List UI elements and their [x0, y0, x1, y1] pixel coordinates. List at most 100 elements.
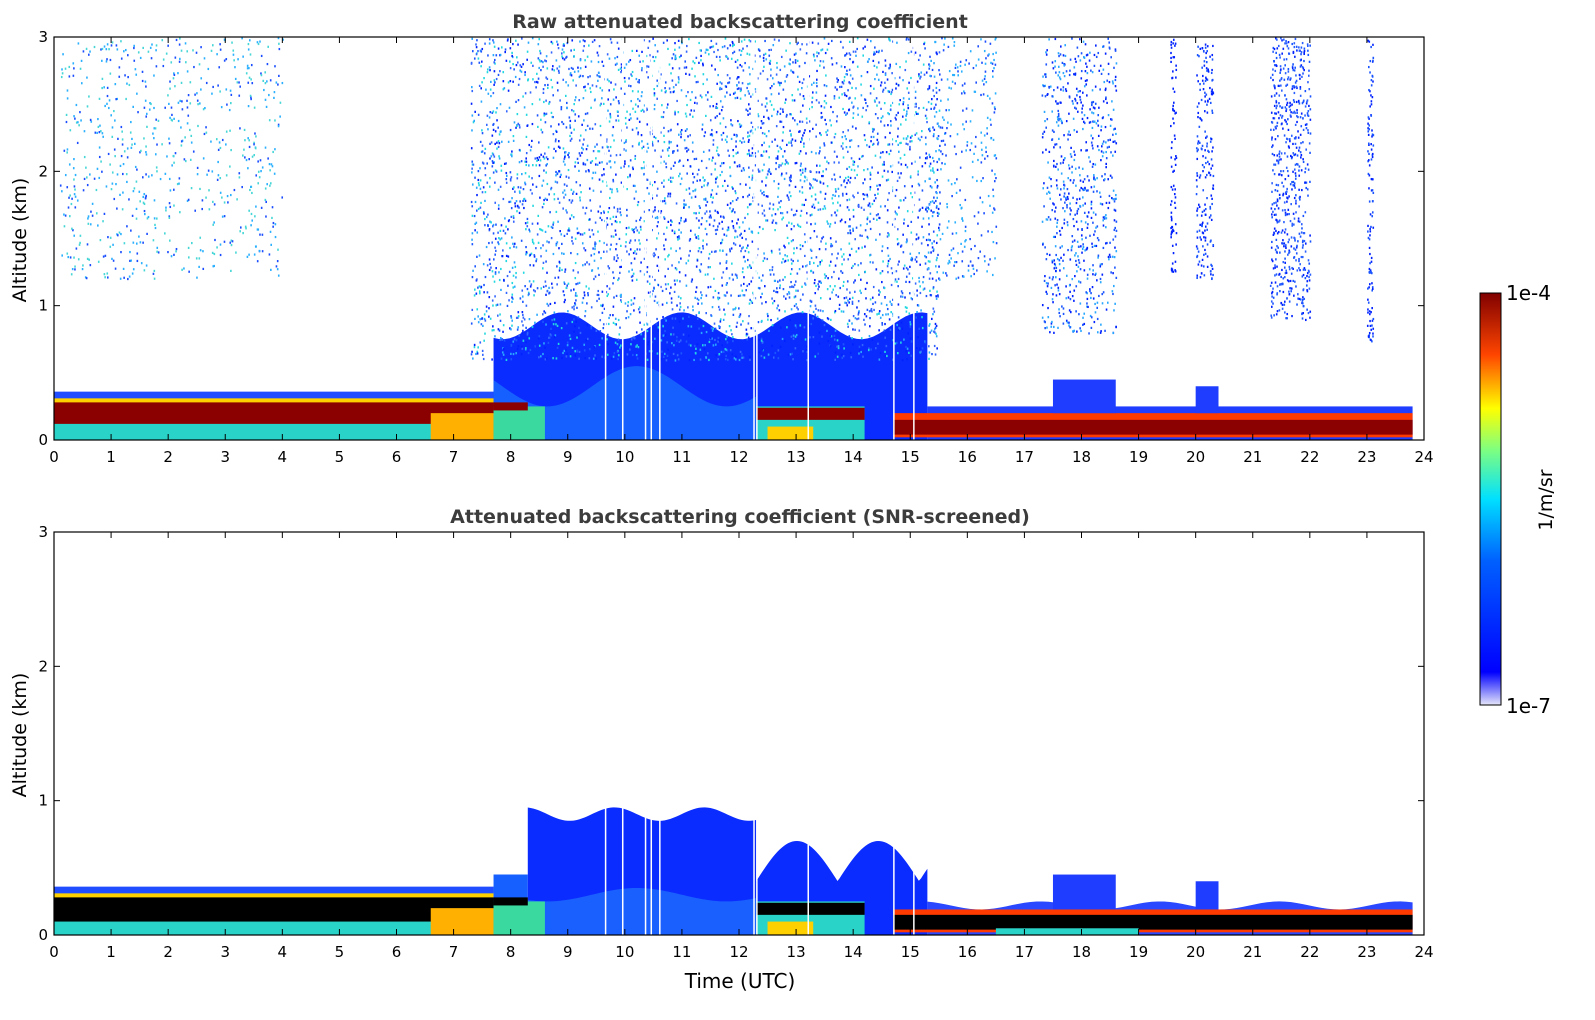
- noise-pixel: [779, 112, 782, 116]
- noise-pixel: [547, 225, 550, 228]
- noise-pixel: [617, 277, 620, 280]
- noise-pixel: [701, 128, 704, 131]
- noise-pixel: [936, 347, 938, 350]
- noise-pixel: [803, 145, 805, 148]
- noise-pixel: [857, 113, 859, 116]
- noise-pixel: [180, 49, 183, 52]
- noise-pixel: [833, 136, 836, 139]
- noise-pixel: [523, 106, 526, 109]
- noise-pixel: [793, 252, 795, 255]
- noise-pixel: [848, 253, 851, 256]
- noise-pixel: [910, 256, 913, 260]
- noise-pixel: [799, 179, 802, 182]
- noise-pixel: [790, 174, 792, 177]
- noise-pixel: [109, 72, 112, 75]
- noise-pixel: [768, 117, 770, 121]
- noise-pixel: [806, 264, 809, 267]
- noise-pixel: [922, 63, 925, 66]
- noise-pixel: [543, 310, 546, 313]
- noise-pixel: [883, 163, 885, 166]
- noise-pixel: [576, 294, 578, 297]
- noise-pixel: [498, 142, 501, 145]
- noise-pixel: [631, 268, 633, 271]
- noise-pixel: [130, 146, 133, 149]
- noise-pixel: [133, 187, 136, 190]
- noise-pixel: [654, 337, 656, 340]
- noise-pixel: [135, 242, 138, 245]
- noise-pixel: [734, 229, 736, 232]
- noise-pixel: [830, 124, 833, 127]
- noise-pixel: [169, 205, 172, 209]
- noise-pixel: [573, 48, 576, 51]
- noise-pixel: [842, 156, 845, 159]
- noise-pixel: [528, 292, 530, 296]
- noise-pixel: [876, 104, 878, 107]
- noise-pixel: [570, 49, 572, 52]
- noise-pixel: [481, 161, 484, 164]
- noise-pixel: [517, 83, 520, 86]
- noise-pixel: [667, 195, 669, 198]
- noise-pixel: [803, 131, 805, 135]
- noise-pixel: [554, 180, 557, 183]
- noise-pixel: [702, 64, 704, 67]
- noise-pixel: [915, 238, 918, 241]
- noise-pixel: [509, 178, 512, 181]
- noise-pixel: [937, 226, 940, 229]
- noise-pixel: [597, 230, 599, 233]
- noise-pixel: [925, 206, 928, 209]
- noise-pixel: [76, 141, 79, 145]
- noise-pixel: [277, 125, 280, 128]
- noise-pixel: [907, 91, 910, 94]
- noise-pixel: [101, 170, 103, 173]
- noise-pixel: [507, 81, 510, 84]
- noise-pixel: [131, 214, 134, 217]
- noise-pixel: [897, 161, 900, 164]
- noise-pixel: [596, 74, 599, 77]
- noise-pixel: [905, 280, 907, 283]
- noise-pixel: [846, 69, 848, 72]
- noise-pixel: [907, 268, 909, 271]
- noise-pixel: [641, 167, 643, 170]
- noise-pixel: [514, 190, 516, 193]
- noise-pixel: [696, 297, 699, 300]
- noise-pixel: [712, 296, 715, 299]
- noise-pixel: [917, 182, 920, 185]
- noise-pixel: [571, 39, 574, 42]
- noise-pixel: [592, 357, 595, 360]
- noise-pixel: [769, 74, 772, 77]
- noise-pixel: [847, 175, 850, 179]
- noise-pixel: [933, 62, 935, 65]
- noise-pixel: [559, 146, 561, 149]
- noise-pixel: [87, 215, 90, 218]
- noise-pixel: [699, 270, 702, 273]
- noise-pixel: [565, 355, 568, 358]
- noise-pixel: [677, 111, 680, 114]
- noise-pixel: [531, 37, 534, 40]
- noise-pixel: [729, 349, 732, 352]
- noise-pixel: [119, 277, 122, 280]
- noise-pixel: [637, 105, 639, 108]
- noise-pixel: [566, 184, 568, 187]
- noise-pixel: [70, 273, 73, 276]
- noise-pixel: [582, 75, 584, 78]
- noise-pixel: [85, 166, 87, 169]
- noise-pixel: [672, 86, 675, 89]
- noise-pixel: [801, 203, 804, 206]
- noise-pixel: [617, 358, 619, 361]
- noise-pixel: [493, 280, 496, 283]
- noise-pixel: [547, 341, 550, 344]
- noise-pixel: [765, 150, 768, 153]
- noise-pixel: [930, 317, 933, 321]
- noise-pixel: [550, 78, 553, 82]
- noise-pixel: [507, 38, 509, 41]
- noise-pixel: [676, 335, 678, 339]
- noise-pixel: [216, 246, 218, 249]
- noise-pixel: [700, 223, 703, 226]
- noise-pixel: [906, 238, 908, 241]
- noise-pixel: [861, 343, 864, 347]
- noise-pixel: [168, 215, 171, 218]
- noise-pixel: [920, 135, 923, 139]
- noise-pixel: [833, 311, 836, 314]
- noise-pixel: [719, 320, 722, 323]
- noise-pixel: [474, 265, 476, 268]
